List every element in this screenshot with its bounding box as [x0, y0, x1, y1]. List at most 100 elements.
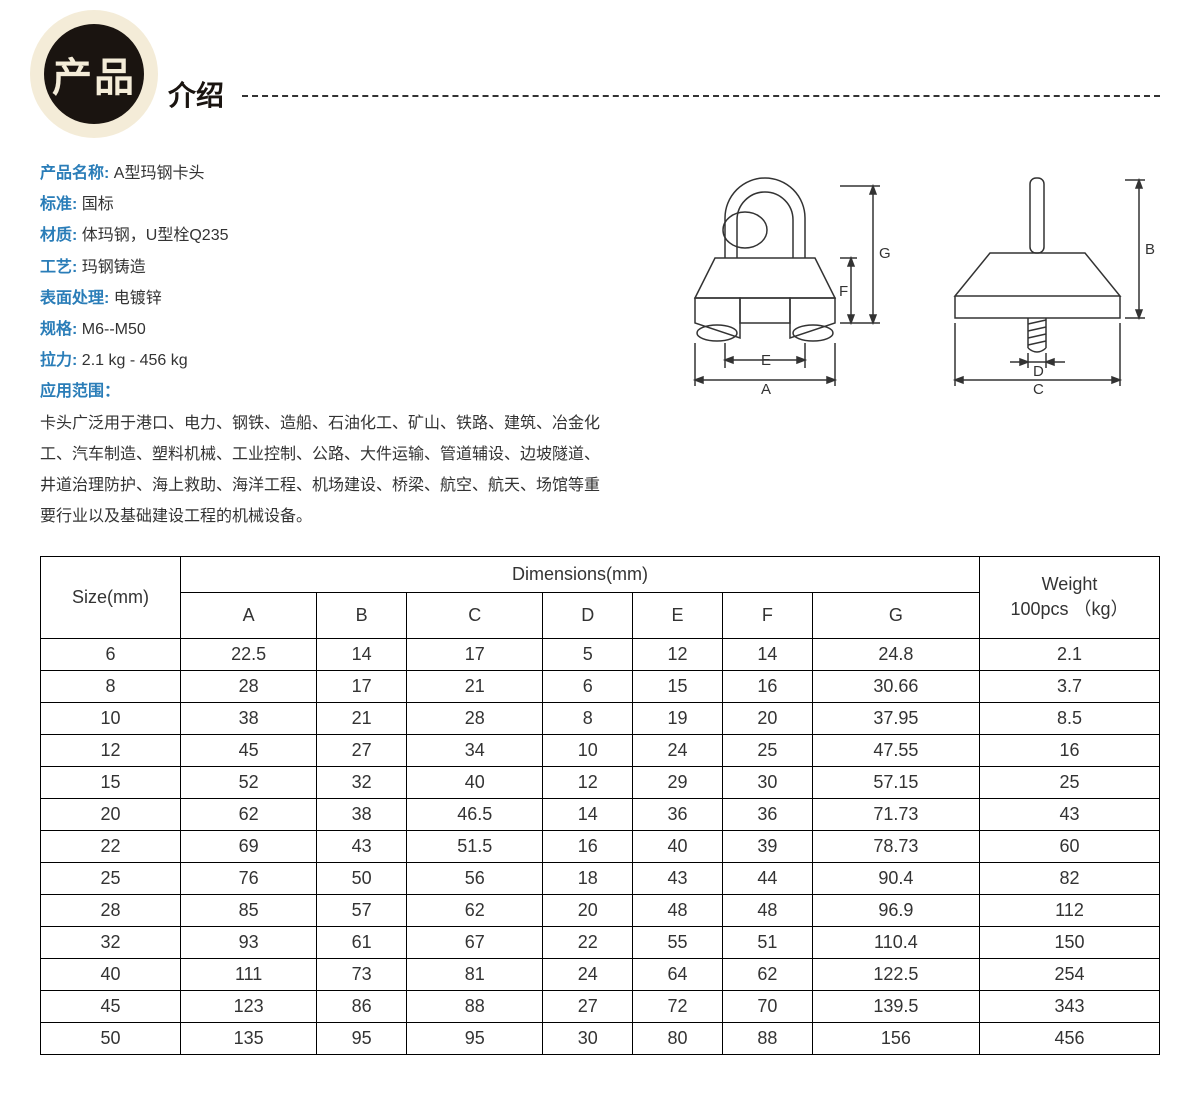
table-row: 501359595308088156456 — [41, 1023, 1160, 1055]
table-cell: 21 — [407, 671, 543, 703]
table-cell: 55 — [633, 927, 723, 959]
dim-label-e: E — [761, 352, 771, 369]
table-cell: 50 — [317, 863, 407, 895]
table-cell: 95 — [317, 1023, 407, 1055]
spec-value: 玛钢铸造 — [77, 259, 145, 276]
table-cell: 110.4 — [812, 927, 979, 959]
table-cell: 36 — [633, 799, 723, 831]
table-cell: 16 — [980, 735, 1160, 767]
table-cell: 112 — [980, 895, 1160, 927]
spec-label: 工艺: — [40, 259, 77, 276]
table-cell: 111 — [181, 959, 317, 991]
th-weight: Weight 100pcs （kg） — [980, 557, 1160, 639]
dim-label-f: F — [839, 283, 848, 300]
table-cell: 51 — [722, 927, 812, 959]
table-cell: 44 — [722, 863, 812, 895]
table-cell: 29 — [633, 767, 723, 799]
table-cell: 40 — [633, 831, 723, 863]
table-row: 622.514175121424.82.1 — [41, 639, 1160, 671]
table-cell: 24 — [543, 959, 633, 991]
dim-label-d: D — [1033, 363, 1044, 380]
table-cell: 70 — [722, 991, 812, 1023]
table-cell: 12 — [543, 767, 633, 799]
table-cell: 15 — [633, 671, 723, 703]
subtitle: 介绍 — [168, 74, 224, 114]
diagram-side: D C B — [935, 168, 1155, 398]
table-cell: 2.1 — [980, 639, 1160, 671]
table-cell: 95 — [407, 1023, 543, 1055]
table-cell: 30.66 — [812, 671, 979, 703]
spec-line: 规格: M6--M50 — [40, 314, 600, 345]
spec-line: 材质: 体玛钢，U型栓Q235 — [40, 220, 600, 251]
table-cell: 93 — [181, 927, 317, 959]
table-cell: 56 — [407, 863, 543, 895]
spec-line: 拉力: 2.1 kg - 456 kg — [40, 345, 600, 376]
table-cell: 48 — [633, 895, 723, 927]
table-cell: 71.73 — [812, 799, 979, 831]
th-weight-l1: Weight — [1042, 574, 1098, 594]
table-cell: 45 — [181, 735, 317, 767]
table-cell: 3.7 — [980, 671, 1160, 703]
spec-value: A型玛钢卡头 — [109, 165, 204, 182]
table-cell: 52 — [181, 767, 317, 799]
th-dim: F — [722, 593, 812, 639]
table-cell: 8.5 — [980, 703, 1160, 735]
table-cell: 85 — [181, 895, 317, 927]
th-dim: E — [633, 593, 723, 639]
table-cell: 76 — [181, 863, 317, 895]
table-cell: 456 — [980, 1023, 1160, 1055]
spec-table: Size(mm) Dimensions(mm) Weight 100pcs （k… — [40, 556, 1160, 1055]
table-cell: 32 — [317, 767, 407, 799]
technical-diagram: E A G F — [640, 168, 1160, 398]
diagram-front: E A G F — [645, 168, 905, 398]
table-cell: 150 — [980, 927, 1160, 959]
table-cell: 14 — [543, 799, 633, 831]
table-row: 2576505618434490.482 — [41, 863, 1160, 895]
table-row: 1552324012293057.1525 — [41, 767, 1160, 799]
table-cell: 22 — [543, 927, 633, 959]
dim-label-g: G — [879, 245, 891, 262]
badge-outer: 产品 — [30, 10, 158, 138]
table-cell: 14 — [722, 639, 812, 671]
table-cell: 39 — [722, 831, 812, 863]
table-cell: 10 — [41, 703, 181, 735]
spec-value: M6--M50 — [77, 321, 145, 338]
table-cell: 10 — [543, 735, 633, 767]
spec-label: 材质: — [40, 227, 77, 244]
table-cell: 27 — [317, 735, 407, 767]
table-cell: 73 — [317, 959, 407, 991]
spec-value: 体玛钢，U型栓Q235 — [77, 227, 228, 244]
table-cell: 88 — [407, 991, 543, 1023]
table-cell: 16 — [722, 671, 812, 703]
table-cell: 62 — [722, 959, 812, 991]
table-cell: 6 — [543, 671, 633, 703]
table-cell: 22 — [41, 831, 181, 863]
table-cell: 36 — [722, 799, 812, 831]
table-row: 103821288192037.958.5 — [41, 703, 1160, 735]
th-dim: B — [317, 593, 407, 639]
spec-value: 国标 — [77, 196, 113, 213]
table-cell: 20 — [543, 895, 633, 927]
table-row: 22694351.516403978.7360 — [41, 831, 1160, 863]
table-cell: 254 — [980, 959, 1160, 991]
table-cell: 21 — [317, 703, 407, 735]
table-cell: 86 — [317, 991, 407, 1023]
table-cell: 96.9 — [812, 895, 979, 927]
table-cell: 25 — [41, 863, 181, 895]
table-cell: 20 — [722, 703, 812, 735]
badge-text: 产品 — [52, 45, 136, 103]
table-cell: 67 — [407, 927, 543, 959]
table-cell: 28 — [407, 703, 543, 735]
th-dim: A — [181, 593, 317, 639]
table-cell: 17 — [317, 671, 407, 703]
table-cell: 62 — [181, 799, 317, 831]
table-cell: 51.5 — [407, 831, 543, 863]
spec-label: 规格: — [40, 321, 77, 338]
table-cell: 28 — [181, 671, 317, 703]
table-cell: 61 — [317, 927, 407, 959]
table-cell: 43 — [980, 799, 1160, 831]
spec-value: 2.1 kg - 456 kg — [77, 352, 187, 369]
table-cell: 64 — [633, 959, 723, 991]
table-cell: 19 — [633, 703, 723, 735]
spec-label: 产品名称: — [40, 165, 109, 182]
